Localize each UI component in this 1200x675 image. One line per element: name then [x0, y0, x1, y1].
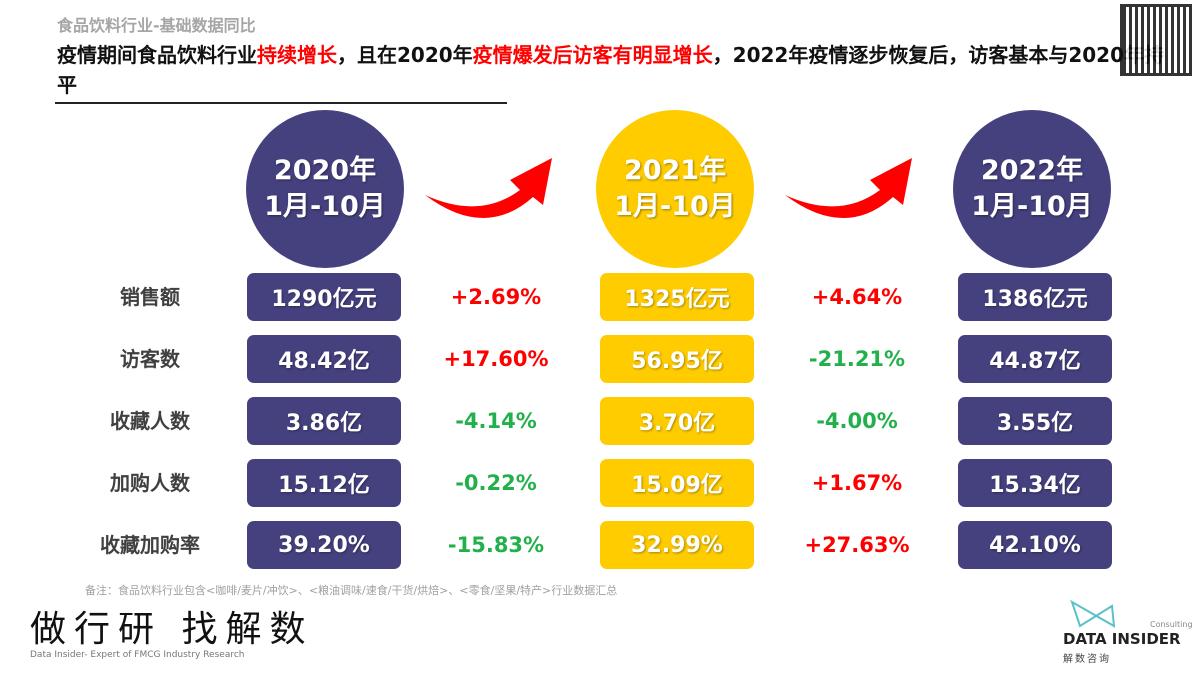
growth-arrow-icon	[425, 158, 552, 219]
headline-highlight: 疫情爆发后访客有明显增长	[472, 43, 713, 67]
metric-value: 15.34亿	[958, 459, 1112, 507]
metric-value: 3.86亿	[247, 397, 401, 445]
brand-name: DATA INSIDER	[1063, 630, 1181, 648]
metric-value: 44.87亿	[958, 335, 1112, 383]
metric-value: 1386亿元	[958, 273, 1112, 321]
metric-label: 加购人数	[110, 471, 190, 495]
headline-highlight: 持续增长	[257, 43, 337, 67]
metric-change: -0.22%	[455, 471, 537, 495]
metric-change: -4.00%	[816, 409, 898, 433]
metric-value: 42.10%	[958, 521, 1112, 569]
metric-value: 1290亿元	[247, 273, 401, 321]
footnote: 备注：食品饮料行业包含<咖啡/麦片/冲饮>、<粮油调味/速食/干货/烘焙>、<零…	[85, 584, 618, 597]
metric-value: 15.09亿	[600, 459, 754, 507]
metric-change: -4.14%	[455, 409, 537, 433]
period-year: 2022年	[980, 155, 1084, 186]
period-range: 1月-10月	[971, 191, 1093, 222]
period-year: 2020年	[273, 155, 377, 186]
metric-change: +1.67%	[811, 471, 903, 495]
period-range: 1月-10月	[264, 191, 386, 222]
metric-change: +17.60%	[443, 347, 549, 371]
metric-change: +27.63%	[804, 533, 910, 557]
period-circle-2021: 2021年 1月-10月	[596, 110, 754, 268]
metric-label: 销售额	[120, 285, 180, 309]
slogan: 做行研 找解数	[30, 609, 314, 650]
divider	[55, 102, 507, 104]
headline-part: 疫情期间食品饮料行业	[57, 43, 257, 67]
metric-label: 收藏加购率	[100, 533, 200, 557]
metric-change: -15.83%	[447, 533, 545, 557]
period-year: 2021年	[623, 155, 727, 186]
section-subtitle: 食品饮料行业-基础数据同比	[57, 16, 256, 35]
metric-value: 32.99%	[600, 521, 754, 569]
metric-value: 3.55亿	[958, 397, 1112, 445]
qr-code-icon	[1120, 4, 1192, 76]
metric-change: -21.21%	[808, 347, 906, 371]
brand-name-cn: 解数咨询	[1063, 654, 1111, 665]
metric-label: 收藏人数	[110, 409, 190, 433]
growth-arrow-icon	[785, 158, 912, 219]
metric-change: +2.69%	[450, 285, 542, 309]
period-circle-2020: 2020年 1月-10月	[246, 110, 404, 268]
brand-tag: Consulting	[1150, 620, 1193, 629]
period-circle-2022: 2022年 1月-10月	[953, 110, 1111, 268]
headline-part: ，且在2020年	[337, 43, 473, 67]
headline-part: ，2022年疫情逐步恢复后，访客基本与2020年持平	[57, 43, 1164, 97]
metric-value: 1325亿元	[600, 273, 754, 321]
metric-value: 15.12亿	[247, 459, 401, 507]
data-insider-logo-icon	[1070, 600, 1116, 628]
period-range: 1月-10月	[614, 191, 736, 222]
metric-label: 访客数	[120, 347, 180, 371]
metric-value: 56.95亿	[600, 335, 754, 383]
slogan-english: Data Insider- Expert of FMCG Industry Re…	[30, 650, 245, 660]
metric-value: 39.20%	[247, 521, 401, 569]
metric-value: 48.42亿	[247, 335, 401, 383]
headline: 疫情期间食品饮料行业持续增长，且在2020年疫情爆发后访客有明显增长，2022年…	[57, 40, 1167, 100]
metric-change: +4.64%	[811, 285, 903, 309]
metric-value: 3.70亿	[600, 397, 754, 445]
